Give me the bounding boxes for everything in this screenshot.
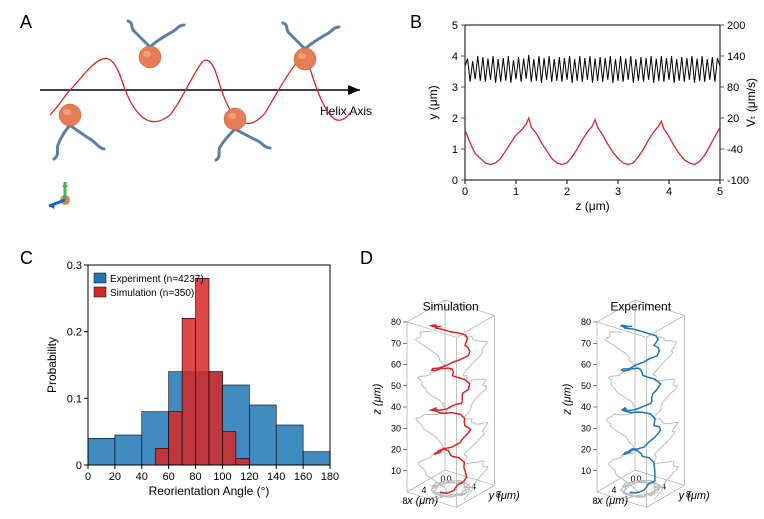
panel-a-svg: Helix Axis: [40, 35, 380, 235]
svg-text:4: 4: [611, 485, 616, 495]
svg-text:5: 5: [717, 186, 723, 198]
panel-a-label: A: [20, 12, 32, 33]
svg-text:Experiment (n=4237): Experiment (n=4237): [110, 274, 204, 285]
bacterium-1: [54, 104, 104, 159]
svg-text:1: 1: [452, 144, 458, 156]
svg-text:140: 140: [267, 471, 285, 483]
svg-text:3: 3: [615, 186, 621, 198]
svg-text:40: 40: [391, 402, 401, 412]
helix-axis-arrowhead: [348, 85, 360, 95]
svg-text:50: 50: [581, 381, 591, 391]
svg-text:Experiment: Experiment: [610, 300, 671, 314]
svg-text:80: 80: [581, 317, 591, 327]
svg-text:-100: -100: [727, 175, 749, 187]
svg-text:0: 0: [462, 186, 468, 198]
svg-text:4: 4: [452, 51, 458, 63]
svg-text:20: 20: [727, 113, 739, 125]
svg-text:4: 4: [421, 485, 426, 495]
svg-text:4: 4: [666, 186, 672, 198]
panel-c-chart: 0 20 40 60 80 100 120 140 160 180 0 0.1 0.2 0.3 Reorie…: [40, 250, 340, 500]
bacterium-2: [128, 21, 184, 68]
svg-text:Simulation (n=350): Simulation (n=350): [110, 288, 194, 299]
panel-b-svg: 0 1 2 3 4 5 0 1 2 3 4 5 -100 -40 20 80 140 200 z (μm) y (μm…: [420, 15, 750, 210]
svg-text:20: 20: [581, 445, 591, 455]
panel-a-schematic: Helix Axis: [40, 35, 380, 185]
svg-text:60: 60: [581, 360, 591, 370]
bacterium-4: [283, 23, 339, 70]
svg-text:z (μm): z (μm): [371, 383, 383, 415]
svg-text:30: 30: [391, 423, 401, 433]
svg-text:60: 60: [163, 471, 175, 483]
svg-text:Reorientation Angle (°): Reorientation Angle (°): [149, 484, 270, 498]
panel-c-label: C: [20, 248, 33, 269]
svg-text:20: 20: [391, 445, 401, 455]
svg-text:80: 80: [189, 471, 201, 483]
svg-text:2: 2: [564, 186, 570, 198]
svg-text:2: 2: [452, 113, 458, 125]
panel-c-svg: 0 20 40 60 80 100 120 140 160 180 0 0.1 0.2 0.3 Reorie…: [40, 250, 340, 500]
svg-text:z (μm): z (μm): [561, 383, 573, 415]
panel-b-chart: 0 1 2 3 4 5 0 1 2 3 4 5 -100 -40 20 80 140 200 z (μm) y (μm…: [420, 15, 750, 210]
svg-text:0.3: 0.3: [67, 260, 82, 272]
coord-triad-icon: [49, 182, 70, 209]
svg-text:Probability: Probability: [45, 337, 59, 393]
svg-text:180: 180: [321, 471, 339, 483]
svg-text:80: 80: [727, 82, 739, 94]
svg-text:200: 200: [727, 20, 745, 32]
svg-text:y (μm): y (μm): [488, 490, 520, 502]
svg-text:100: 100: [213, 471, 231, 483]
svg-text:0.2: 0.2: [67, 327, 82, 339]
svg-text:5: 5: [452, 20, 458, 32]
svg-text:70: 70: [581, 338, 591, 348]
svg-text:0: 0: [85, 471, 91, 483]
svg-text:Vₜ (μm/s): Vₜ (μm/s): [744, 78, 758, 127]
svg-text:x (μm): x (μm): [406, 495, 438, 507]
svg-text:1: 1: [513, 186, 519, 198]
svg-text:Simulation: Simulation: [423, 300, 479, 314]
svg-text:30: 30: [581, 423, 591, 433]
svg-text:x (μm): x (μm): [596, 495, 628, 507]
svg-text:y (μm): y (μm): [426, 85, 440, 119]
panel-d-svg: 1020304050607080048048x (μm)y (μm)z (μm)…: [370, 255, 750, 505]
svg-text:0.1: 0.1: [67, 393, 82, 405]
svg-text:0: 0: [452, 175, 458, 187]
svg-text:40: 40: [581, 402, 591, 412]
svg-text:z (μm): z (μm): [575, 199, 609, 213]
svg-text:40: 40: [136, 471, 148, 483]
panel-d-chart: 1020304050607080048048x (μm)y (μm)z (μm)…: [370, 255, 750, 505]
svg-text:20: 20: [109, 471, 121, 483]
svg-text:50: 50: [391, 381, 401, 391]
svg-text:y (μm): y (μm): [678, 490, 710, 502]
svg-text:80: 80: [391, 317, 401, 327]
svg-text:120: 120: [240, 471, 258, 483]
svg-text:70: 70: [391, 338, 401, 348]
svg-text:140: 140: [727, 51, 745, 63]
svg-text:3: 3: [452, 82, 458, 94]
svg-text:60: 60: [391, 360, 401, 370]
svg-text:-40: -40: [727, 144, 743, 156]
svg-text:10: 10: [391, 466, 401, 476]
svg-text:10: 10: [581, 466, 591, 476]
svg-text:0: 0: [76, 460, 82, 472]
svg-text:160: 160: [294, 471, 312, 483]
